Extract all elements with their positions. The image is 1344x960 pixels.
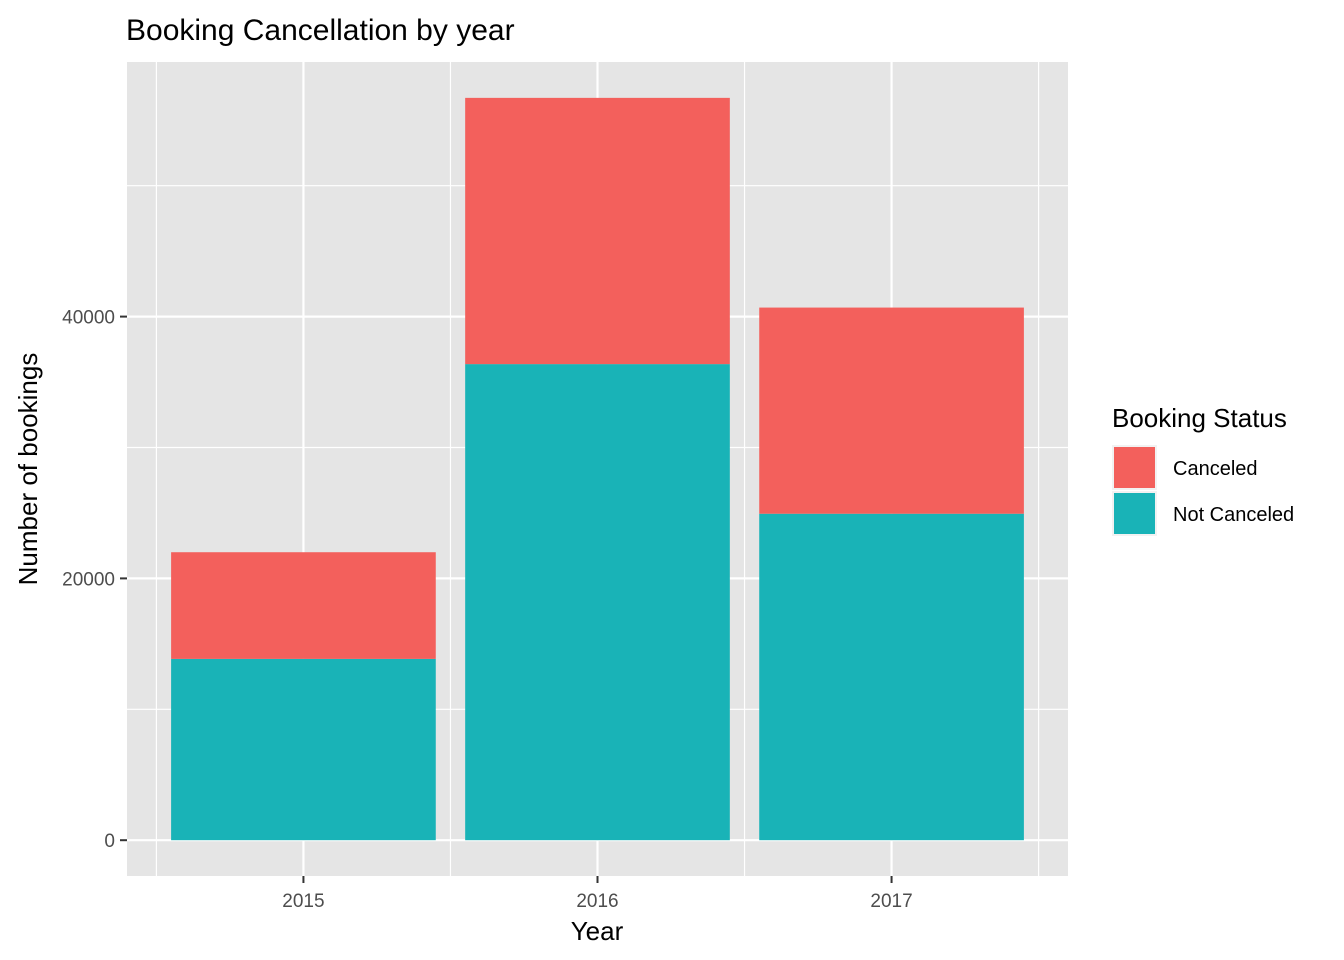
y-tick-label: 20000	[62, 569, 115, 590]
x-axis: 2015 2016 2017	[282, 876, 913, 912]
y-axis-title: Number of bookings	[13, 353, 43, 586]
legend-swatch-canceled	[1114, 447, 1155, 488]
legend-title: Booking Status	[1112, 403, 1287, 433]
y-axis: 0 20000 40000	[62, 308, 127, 852]
y-tick-label: 40000	[62, 308, 115, 329]
chart-title: Booking Cancellation by year	[126, 14, 515, 47]
bar-not-canceled-2017	[759, 513, 1024, 841]
bar-not-canceled-2016	[465, 364, 730, 841]
bar-not-canceled-2015	[171, 658, 436, 841]
bar-canceled-2017	[759, 307, 1024, 514]
y-tick-label: 0	[104, 831, 115, 852]
legend-swatch-not-canceled	[1114, 493, 1155, 534]
x-tick-label: 2015	[282, 891, 324, 912]
x-tick-label: 2016	[576, 891, 618, 912]
bar-canceled-2016	[465, 97, 730, 365]
bar-canceled-2015	[171, 552, 436, 659]
x-tick-label: 2017	[870, 891, 912, 912]
legend-label-canceled: Canceled	[1173, 458, 1258, 480]
bar-stacks	[171, 97, 1024, 841]
legend-label-not-canceled: Not Canceled	[1173, 504, 1294, 526]
x-axis-title: Year	[571, 916, 624, 946]
legend: Booking Status Canceled Not Canceled	[1112, 403, 1294, 536]
